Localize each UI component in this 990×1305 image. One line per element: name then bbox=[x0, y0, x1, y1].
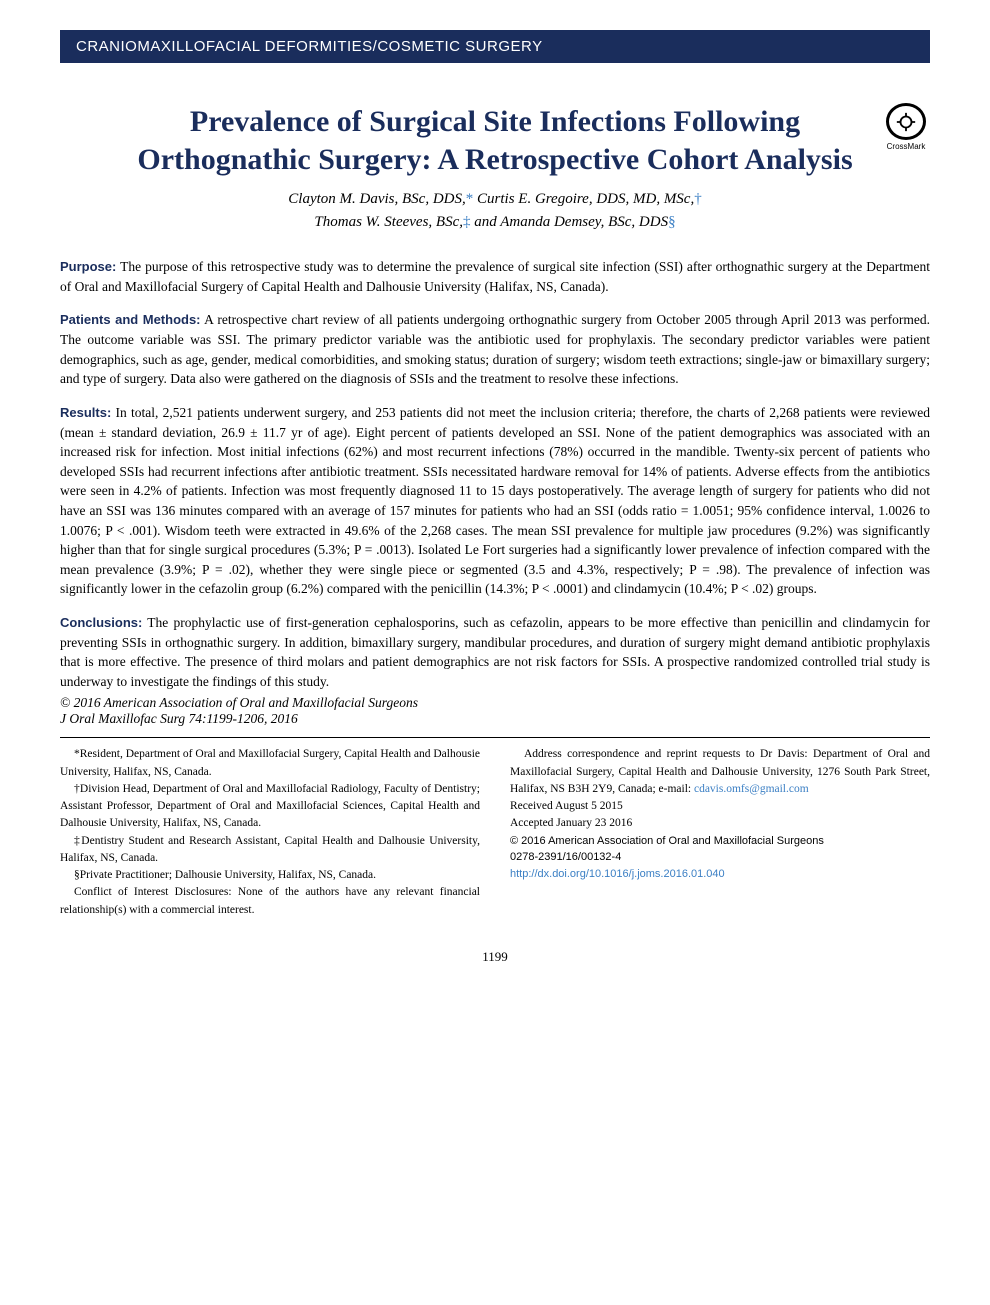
author-segment: Clayton M. Davis, BSc, DDS, bbox=[288, 191, 465, 207]
article-title: Prevalence of Surgical Site Infections F… bbox=[60, 103, 930, 178]
crossmark-label: CrossMark bbox=[887, 142, 926, 151]
received-date: Received August 5 2015 bbox=[510, 798, 930, 815]
copyright-line: © 2016 American Association of Oral and … bbox=[60, 695, 930, 711]
methods-label: Patients and Methods: bbox=[60, 312, 201, 327]
affiliation-2: †Division Head, Department of Oral and M… bbox=[60, 781, 480, 833]
authors-line: Clayton M. Davis, BSc, DDS,* Curtis E. G… bbox=[60, 188, 930, 233]
affiliation-3: ‡Dentistry Student and Research Assistan… bbox=[60, 833, 480, 868]
affil-symbol: § bbox=[668, 214, 676, 230]
title-block: CrossMark Prevalence of Surgical Site In… bbox=[60, 103, 930, 233]
author-segment: Curtis E. Gregoire, DDS, MD, MSc, bbox=[473, 191, 694, 207]
footer-right-column: Address correspondence and reprint reque… bbox=[510, 746, 930, 919]
doi-link[interactable]: http://dx.doi.org/10.1016/j.joms.2016.01… bbox=[510, 866, 930, 883]
abstract-purpose: Purpose: The purpose of this retrospecti… bbox=[60, 257, 930, 296]
affiliation-4: §Private Practitioner; Dalhousie Univers… bbox=[60, 867, 480, 884]
correspondence: Address correspondence and reprint reque… bbox=[510, 746, 930, 798]
category-text: CRANIOMAXILLOFACIAL DEFORMITIES/COSMETIC… bbox=[76, 38, 543, 55]
accepted-date: Accepted January 23 2016 bbox=[510, 815, 930, 832]
crossmark-icon bbox=[886, 103, 926, 140]
footer-copyright: © 2016 American Association of Oral and … bbox=[510, 833, 930, 850]
conclusions-text: The prophylactic use of first-generation… bbox=[60, 615, 930, 689]
abstract-methods: Patients and Methods: A retrospective ch… bbox=[60, 310, 930, 389]
author-segment: Thomas W. Steeves, BSc, bbox=[314, 214, 463, 230]
page-number: 1199 bbox=[60, 949, 930, 965]
conclusions-label: Conclusions: bbox=[60, 615, 142, 630]
purpose-text: The purpose of this retrospective study … bbox=[60, 259, 930, 294]
results-text: In total, 2,521 patients underwent surge… bbox=[60, 405, 930, 596]
footer-left-column: *Resident, Department of Oral and Maxill… bbox=[60, 746, 480, 919]
footer-block: *Resident, Department of Oral and Maxill… bbox=[60, 737, 930, 919]
abstract-conclusions: Conclusions: The prophylactic use of fir… bbox=[60, 613, 930, 692]
abstract-results: Results: In total, 2,521 patients underw… bbox=[60, 403, 930, 599]
journal-citation: J Oral Maxillofac Surg 74:1199-1206, 201… bbox=[60, 711, 930, 727]
issn-line: 0278-2391/16/00132-4 bbox=[510, 849, 930, 866]
affiliation-1: *Resident, Department of Oral and Maxill… bbox=[60, 746, 480, 781]
crossmark-badge[interactable]: CrossMark bbox=[882, 103, 930, 151]
conflict-of-interest: Conflict of Interest Disclosures: None o… bbox=[60, 884, 480, 919]
author-segment: and Amanda Demsey, BSc, DDS bbox=[470, 214, 668, 230]
purpose-label: Purpose: bbox=[60, 259, 116, 274]
affil-symbol: † bbox=[694, 191, 702, 207]
category-banner: CRANIOMAXILLOFACIAL DEFORMITIES/COSMETIC… bbox=[60, 30, 930, 63]
results-label: Results: bbox=[60, 405, 111, 420]
email-link[interactable]: cdavis.omfs@gmail.com bbox=[694, 783, 809, 795]
